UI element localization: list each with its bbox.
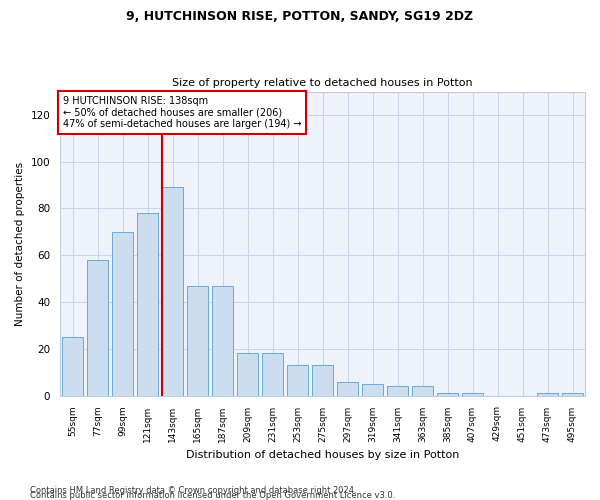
Bar (287, 365, 308, 396)
Bar (87, 260, 108, 396)
Title: Size of property relative to detached houses in Potton: Size of property relative to detached ho… (172, 78, 473, 88)
Bar (387, 386, 408, 396)
Text: Contains HM Land Registry data © Crown copyright and database right 2024.: Contains HM Land Registry data © Crown c… (30, 486, 356, 495)
Bar (212, 286, 233, 396)
Bar (62, 337, 83, 396)
Text: 9, HUTCHINSON RISE, POTTON, SANDY, SG19 2DZ: 9, HUTCHINSON RISE, POTTON, SANDY, SG19 … (127, 10, 473, 23)
Bar (437, 393, 458, 396)
Bar (137, 213, 158, 396)
Text: 9 HUTCHINSON RISE: 138sqm
← 50% of detached houses are smaller (206)
47% of semi: 9 HUTCHINSON RISE: 138sqm ← 50% of detac… (62, 96, 301, 130)
Bar (562, 393, 583, 396)
X-axis label: Distribution of detached houses by size in Potton: Distribution of detached houses by size … (186, 450, 459, 460)
Bar (362, 384, 383, 396)
Bar (412, 386, 433, 396)
Bar (187, 286, 208, 396)
Bar (537, 393, 558, 396)
Bar (112, 232, 133, 396)
Y-axis label: Number of detached properties: Number of detached properties (15, 162, 25, 326)
Text: Contains public sector information licensed under the Open Government Licence v3: Contains public sector information licen… (30, 491, 395, 500)
Bar (312, 365, 333, 396)
Bar (237, 354, 258, 396)
Bar (262, 354, 283, 396)
Bar (337, 382, 358, 396)
Bar (162, 188, 183, 396)
Bar (462, 393, 483, 396)
